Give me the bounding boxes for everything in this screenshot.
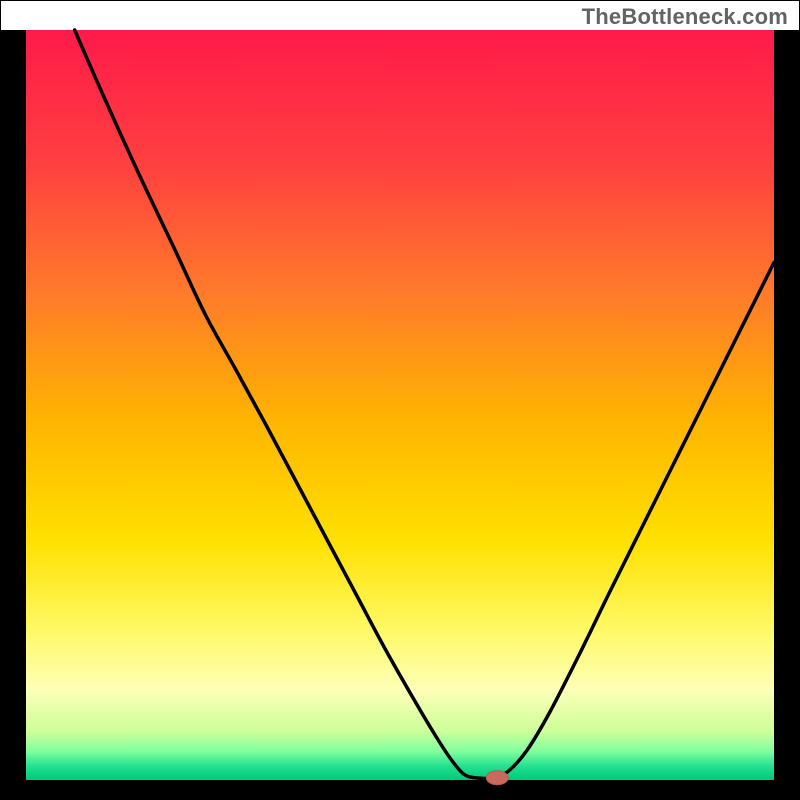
bottleneck-chart: TheBottleneck.com [0, 0, 800, 800]
chart-svg [0, 0, 800, 800]
watermark-text: TheBottleneck.com [582, 4, 788, 30]
optimum-marker [486, 771, 508, 785]
